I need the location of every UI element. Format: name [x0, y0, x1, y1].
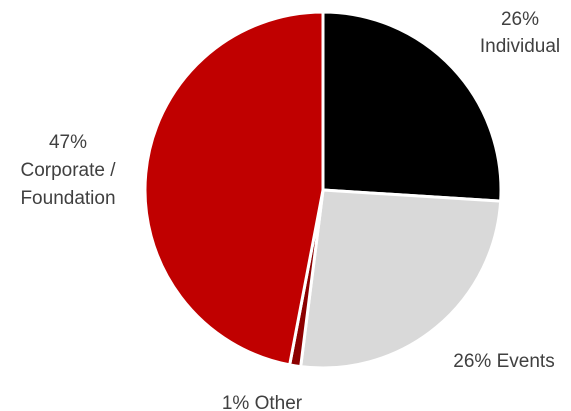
pie-slices — [143, 10, 503, 370]
slice-label-line: Foundation — [20, 188, 115, 209]
pie-slice-events — [299, 188, 503, 370]
slice-label-line: 26% Events — [453, 351, 554, 372]
slice-label-line: Corporate / — [20, 160, 116, 181]
slice-label-line: 1% Other — [222, 393, 303, 411]
slice-label-line: 26% — [501, 9, 539, 30]
slice-label-line: Individual — [480, 36, 560, 57]
slice-label-individual: 26% Individual — [480, 9, 560, 57]
slice-label-events: 26% Events — [453, 351, 554, 372]
slice-label-other: 1% Other — [222, 393, 303, 411]
pie-labels: 26% Individual 26% Events 1% Other 47% Corpor… — [20, 9, 560, 411]
pie-slice-individual — [321, 10, 503, 203]
pie-slice-corporate-foundation — [143, 10, 325, 367]
slice-label-line: 47% — [49, 132, 87, 153]
slice-label-corporate-foundation: 47% Corporate / Foundation — [20, 132, 116, 209]
